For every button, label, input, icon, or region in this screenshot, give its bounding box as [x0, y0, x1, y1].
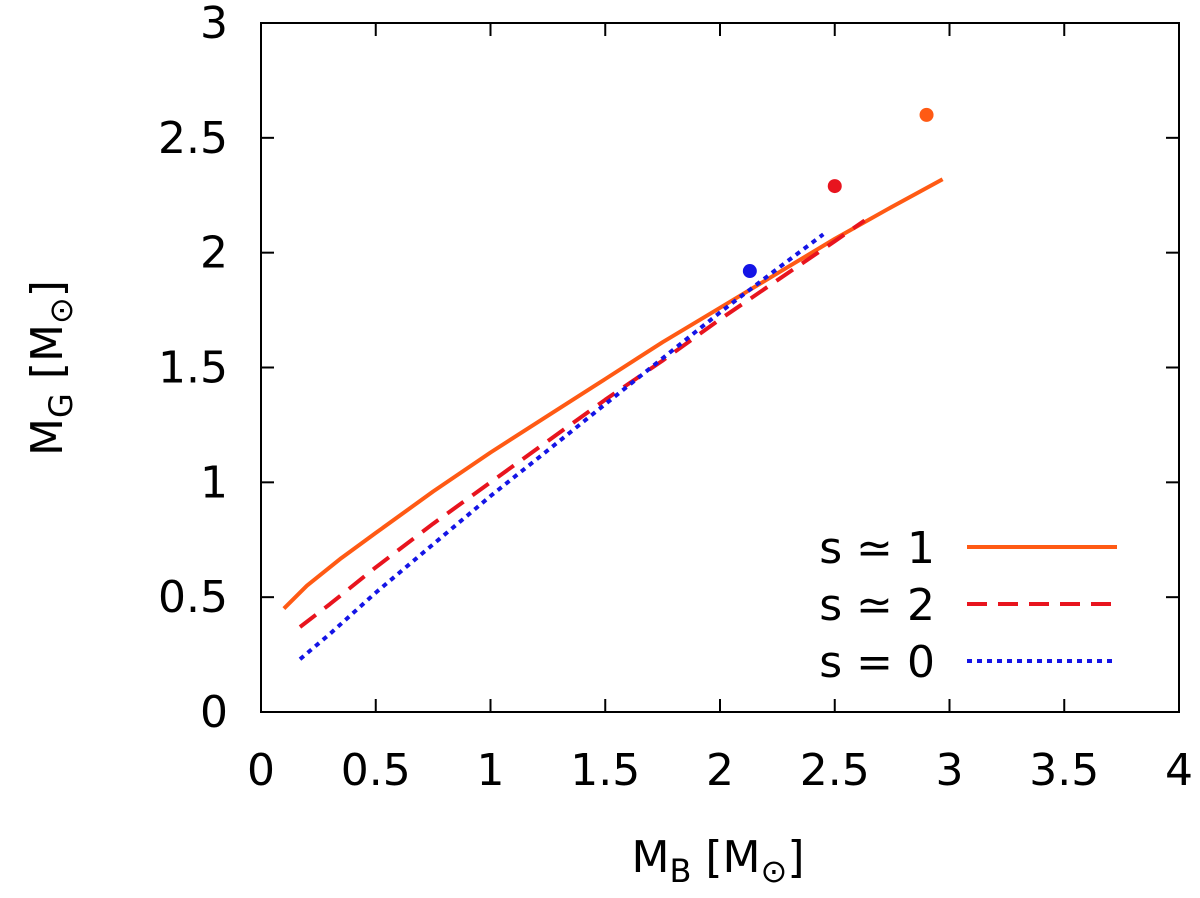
- y-tick-label: 2: [200, 228, 228, 279]
- tick-labels: 0 0.5 1 1.5 2 2.5 3 3.5 4 0 0.5 1 1.5 2 2.5 3: [158, 0, 1193, 796]
- series-lines: [282, 177, 944, 661]
- series-line: [282, 177, 944, 611]
- y-tick-label: 0.5: [158, 572, 228, 623]
- x-tick-label: 4: [1165, 745, 1193, 796]
- series-endpoint-marker: [827, 179, 842, 194]
- y-tick-label: 1.5: [158, 343, 228, 394]
- y-tick-label: 2.5: [158, 113, 228, 164]
- x-tick-label: 2: [706, 745, 734, 796]
- series-line: [298, 232, 825, 661]
- legend-label: s ≃ 1: [819, 523, 935, 574]
- x-axis-label: MB [M⊙]: [631, 832, 804, 890]
- x-tick-label: 0: [247, 745, 275, 796]
- x-tick-label: 1.5: [570, 745, 640, 796]
- x-tick-label: 3.5: [1029, 745, 1099, 796]
- y-tick-label: 1: [200, 457, 228, 508]
- x-tick-label: 1: [477, 745, 505, 796]
- ticks: [261, 23, 1179, 712]
- legend-label: s ≃ 2: [819, 580, 935, 631]
- series-endpoint-marker: [919, 107, 934, 122]
- y-tick-label: 0: [200, 687, 228, 738]
- x-tick-label: 3: [936, 745, 964, 796]
- markers: [742, 107, 934, 279]
- legend-label: s = 0: [819, 637, 935, 688]
- y-axis-label: MG [M⊙]: [22, 280, 80, 456]
- plot-frame: [260, 22, 1180, 713]
- x-tick-label: 2.5: [800, 745, 870, 796]
- series-line: [298, 218, 866, 629]
- y-tick-label: 3: [200, 0, 228, 49]
- legend: s ≃ 1 s ≃ 2 s = 0: [819, 523, 1117, 688]
- series-endpoint-marker: [742, 264, 757, 279]
- x-tick-label: 0.5: [341, 745, 411, 796]
